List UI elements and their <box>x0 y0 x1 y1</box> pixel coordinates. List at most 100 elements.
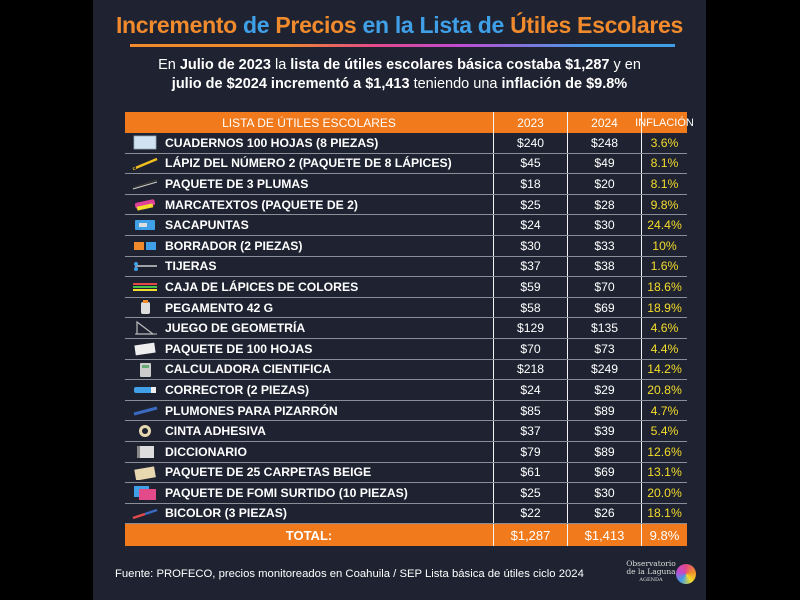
subtitle-line-2: julio de $2024 incrementó a $1,413 tenie… <box>171 76 628 92</box>
price-2023: $25 <box>520 197 541 212</box>
price-2024: $20 <box>594 176 615 191</box>
observatorio-logo: Observatorio de la Laguna AGENDA <box>626 560 696 594</box>
price-2023: $240 <box>516 135 545 150</box>
inflation-value: 1.6% <box>650 259 679 274</box>
table-row: JUEGO DE GEOMETRÍA $129 $135 4.6% <box>125 318 687 339</box>
inflation-value: 4.6% <box>650 321 679 336</box>
table-header: LISTA DE ÚTILES ESCOLARES 2023 2024 INFL… <box>125 112 694 133</box>
table-row: BORRADOR (2 PIEZAS) $30 $33 10% <box>125 235 687 257</box>
item-name: CUADERNOS 100 HOJAS (8 PIEZAS) <box>125 133 493 153</box>
price-2024: $30 <box>594 485 615 500</box>
price-2024: $30 <box>594 218 615 233</box>
table-row: MARCATEXTOS (PAQUETE DE 2) $25 $28 9.8% <box>125 194 687 216</box>
price-2024: $70 <box>594 279 615 294</box>
header-2023: 2023 <box>517 115 544 130</box>
prices-table: LISTA DE ÚTILES ESCOLARES 2023 2024 INFL… <box>125 112 694 547</box>
price-2024: $89 <box>594 444 615 459</box>
table-row: SACAPUNTAS $24 $30 24.4% <box>125 215 687 236</box>
item-name: PAQUETE DE FOMI SURTIDO (10 PIEZAS) <box>125 483 493 503</box>
price-2023: $24 <box>520 218 541 233</box>
logo-badge-icon <box>676 564 696 584</box>
price-2023: $58 <box>520 300 541 315</box>
tape-icon <box>139 425 151 438</box>
inflation-value: 18.1% <box>647 506 682 521</box>
item-name: PEGAMENTO 42 G <box>125 298 493 318</box>
inflation-value: 14.2% <box>647 362 682 377</box>
item-name: SACAPUNTAS <box>125 215 493 235</box>
price-2024: $28 <box>594 197 615 212</box>
total-row: TOTAL: $1,287 $1,413 9.8% <box>125 524 687 547</box>
calculator-icon <box>140 362 151 377</box>
notebook-icon <box>133 135 157 150</box>
price-2023: $18 <box>520 176 541 191</box>
price-2023: $37 <box>520 259 541 274</box>
price-2023: $218 <box>516 362 545 377</box>
table-row: LÁPIZ DEL NÚMERO 2 (PAQUETE DE 8 LÁPICES… <box>125 153 687 175</box>
price-2024: $39 <box>594 424 615 439</box>
table-row: CALCULADORA CIENTIFICA $218 $249 14.2% <box>125 359 687 381</box>
item-name: DICCIONARIO <box>125 442 493 462</box>
inflation-value: 13.1% <box>647 465 682 480</box>
table-row: BICOLOR (3 PIEZAS) $22 $26 18.1% <box>125 503 687 525</box>
table-row: PAQUETE DE 3 PLUMAS $18 $20 8.1% <box>125 174 687 195</box>
title-divider <box>130 44 675 47</box>
dictionary-icon <box>137 445 154 458</box>
price-2024: $49 <box>594 156 615 171</box>
price-2023: $25 <box>520 485 541 500</box>
corrector-icon <box>134 387 156 394</box>
price-2024: $69 <box>594 465 615 480</box>
price-2024: $89 <box>594 403 615 418</box>
paper-pack-icon <box>134 342 156 356</box>
price-2023: $70 <box>520 341 541 356</box>
table-row: CORRECTOR (2 PIEZAS) $24 $29 20.8% <box>125 380 687 401</box>
colored-pencils-icon <box>133 283 157 292</box>
table-row: PEGAMENTO 42 G $58 $69 18.9% <box>125 297 687 319</box>
price-2024: $38 <box>594 259 615 274</box>
table-row: PAQUETE DE 100 HOJAS $70 $73 4.4% <box>125 338 687 360</box>
total-label: TOTAL: <box>285 527 333 543</box>
folders-icon <box>134 465 156 480</box>
pencil-icon <box>132 157 158 170</box>
inflation-value: 18.6% <box>647 279 682 294</box>
scissors-icon <box>134 261 157 271</box>
source-footer: Fuente: PROFECO, precios monitoreados en… <box>115 568 584 580</box>
item-name: PAQUETE DE 25 CARPETAS BEIGE <box>125 463 493 483</box>
table-row: PAQUETE DE 25 CARPETAS BEIGE $61 $69 13.1% <box>125 462 687 484</box>
inflation-value: 4.4% <box>650 341 679 356</box>
inflation-value: 4.7% <box>650 403 679 418</box>
foam-sheets-icon <box>134 486 156 501</box>
item-name: PAQUETE DE 100 HOJAS <box>125 339 493 359</box>
item-name: BORRADOR (2 PIEZAS) <box>125 236 493 256</box>
item-name: CAJA DE LÁPICES DE COLORES <box>125 277 493 297</box>
price-2023: $59 <box>520 279 541 294</box>
price-2023: $30 <box>520 238 541 253</box>
highlighter-icon <box>134 199 156 211</box>
price-2024: $249 <box>590 362 619 377</box>
sharpener-icon <box>135 220 155 231</box>
inflation-value: 18.9% <box>647 300 682 315</box>
total-2023: $1,287 <box>510 527 551 543</box>
header-2024: 2024 <box>591 115 618 130</box>
table-row: CAJA DE LÁPICES DE COLORES $59 $70 18.6% <box>125 277 687 298</box>
inflation-value: 8.1% <box>650 176 679 191</box>
item-name: CORRECTOR (2 PIEZAS) <box>125 380 493 400</box>
inflation-value: 5.4% <box>650 424 679 439</box>
header-inflation: INFLACIÓN <box>635 116 694 129</box>
price-2024: $248 <box>590 135 619 150</box>
price-2023: $79 <box>520 444 541 459</box>
bicolor-pencil-icon <box>132 508 158 519</box>
table-row: CINTA ADHESIVA $37 $39 5.4% <box>125 421 687 442</box>
price-2024: $73 <box>594 341 615 356</box>
table-row: PAQUETE DE FOMI SURTIDO (10 PIEZAS) $25 $3… <box>125 483 687 504</box>
eraser-icon <box>134 241 156 250</box>
inflation-value: 9.8% <box>650 197 679 212</box>
price-2023: $22 <box>520 506 541 521</box>
inflation-value: 3.6% <box>650 135 679 150</box>
item-name: PLUMONES PARA PIZARRÓN <box>125 401 493 421</box>
item-name: CALCULADORA CIENTIFICA <box>125 360 493 380</box>
pen-icon <box>132 179 158 190</box>
item-name: TIJERAS <box>125 257 493 277</box>
price-2024: $69 <box>594 300 615 315</box>
header-item: LISTA DE ÚTILES ESCOLARES <box>222 115 396 130</box>
subtitle-line-1: En Julio de 2023 la lista de útiles esco… <box>158 57 641 73</box>
